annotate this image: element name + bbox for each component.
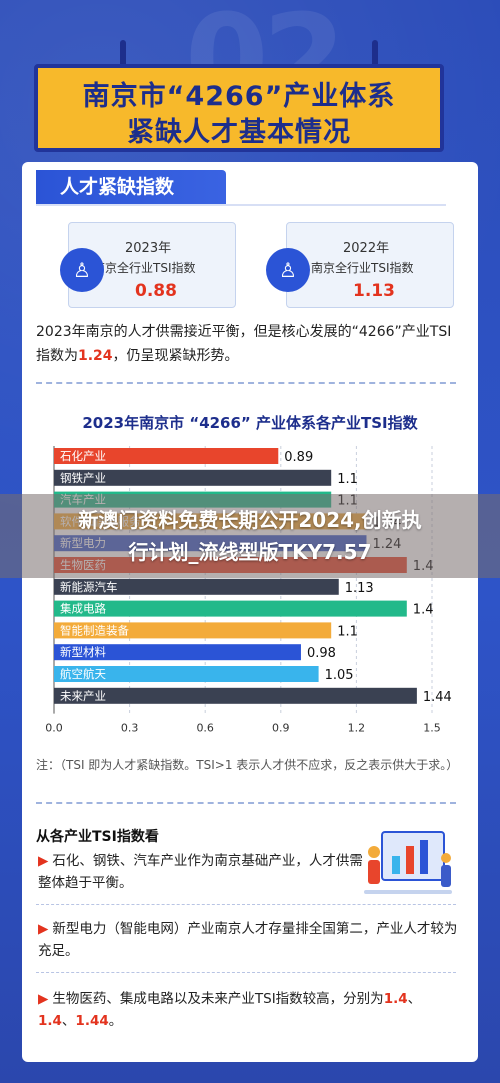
value-label: 1.44 (423, 690, 452, 705)
people-icon: ♙ (266, 248, 310, 292)
divider (36, 972, 456, 973)
category-label: 航空航天 (60, 667, 106, 681)
card-year: 2022年 (343, 241, 390, 256)
bar (54, 687, 417, 704)
section-underline (36, 204, 446, 206)
card-value: 1.13 (353, 281, 395, 301)
watermark-overlay (0, 494, 500, 578)
play-arrow-icon: ▶ (38, 921, 49, 937)
analysis-bullet-2: ▶ 新型电力（智能电网）产业南京人才存量排全国第二，产业人才较为充足。 (38, 921, 458, 959)
card-label: 南京全行业TSI指数 (311, 261, 414, 275)
section-header: 人才紧缺指数 (36, 170, 226, 204)
value-label: 1.4 (413, 603, 434, 618)
category-label: 新能源汽车 (60, 580, 118, 594)
category-label: 新型材料 (60, 645, 106, 659)
card-label: 南京全行业TSI指数 (93, 261, 196, 275)
title-hanger-right (372, 40, 378, 68)
x-tick-label: 0.0 (45, 722, 63, 735)
analysis-illustration (364, 831, 452, 894)
watermark-caption: 新澳门资料免费长期公开2024,创新执 行计划_流线型版TKY7.57 (0, 504, 500, 568)
x-tick-label: 1.2 (348, 722, 366, 735)
bar (54, 448, 279, 464)
summary-text-1: 2023年南京的人才供需接近平衡，但是核心发展的“4266”产业TSI指数为 (36, 324, 452, 364)
divider (36, 382, 456, 384)
watermark-line-2: 行计划_流线型版TKY7.57 (128, 540, 372, 564)
chart-note: 注：（TSI 即为人才紧缺指数。TSI>1 表示人才供不应求，反之表示供大于求。… (36, 758, 459, 772)
summary-text-2: ，仍呈现紧缺形势。 (112, 348, 239, 364)
play-arrow-icon: ▶ (38, 991, 49, 1007)
summary-highlight: 1.24 (78, 348, 113, 364)
x-tick-label: 0.3 (121, 722, 139, 735)
bar (54, 622, 332, 639)
bar (54, 666, 319, 682)
x-tick-label: 1.5 (423, 722, 441, 735)
value-label: 1.05 (325, 668, 354, 683)
analysis-title: 从各产业TSI指数看 (36, 829, 159, 845)
watermark-line-1: 新澳门资料免费长期公开2024,创新执 (78, 508, 422, 532)
value-label: 1.13 (345, 581, 374, 596)
analysis-bullet-3: ▶ 生物医药、集成电路以及未来产业TSI指数较高，分别为1.4、1.4、1.44。 (38, 991, 422, 1029)
title-hanger-left (120, 40, 126, 68)
analysis-bullet-1: ▶ 石化、钢铁、汽车产业作为南京基础产业，人才供需整体趋于平衡。 (38, 853, 363, 891)
value-label: 1.1 (337, 624, 358, 639)
bar (54, 644, 301, 661)
page-subtitle: 紧缺人才基本情况 (127, 117, 351, 148)
category-label: 钢铁产业 (60, 471, 106, 485)
chart-title: 2023年南京市 “4266” 产业体系各产业TSI指数 (82, 414, 418, 432)
bar (54, 600, 407, 617)
play-arrow-icon: ▶ (38, 853, 49, 869)
category-label: 未来产业 (60, 689, 106, 703)
category-label: 智能制造装备 (60, 623, 129, 637)
value-label: 0.89 (284, 450, 313, 465)
title-banner: 南京市“4266”产业体系 紧缺人才基本情况 (34, 64, 444, 152)
bar (54, 469, 332, 486)
bar (54, 578, 339, 595)
card-value: 0.88 (135, 281, 177, 301)
divider (36, 802, 456, 804)
x-tick-label: 0.9 (272, 722, 290, 735)
divider (36, 904, 456, 905)
value-label: 1.1 (337, 472, 358, 487)
page-title: 南京市“4266”产业体系 (82, 81, 396, 112)
tsi-card-2022: 2022年 南京全行业TSI指数 1.13 (286, 222, 454, 308)
tsi-bar-chart: 0.00.30.60.91.21.5石化产业0.89钢铁产业1.1汽车产业1.1… (45, 446, 452, 735)
value-label: 0.98 (307, 646, 336, 661)
category-label: 集成电路 (60, 602, 106, 616)
card-year: 2023年 (125, 241, 172, 256)
summary-paragraph: 2023年南京的人才供需接近平衡，但是核心发展的“4266”产业TSI指数为1.… (36, 320, 456, 368)
category-label: 石化产业 (60, 449, 106, 463)
people-icon: ♙ (60, 248, 104, 292)
x-tick-label: 0.6 (196, 722, 214, 735)
